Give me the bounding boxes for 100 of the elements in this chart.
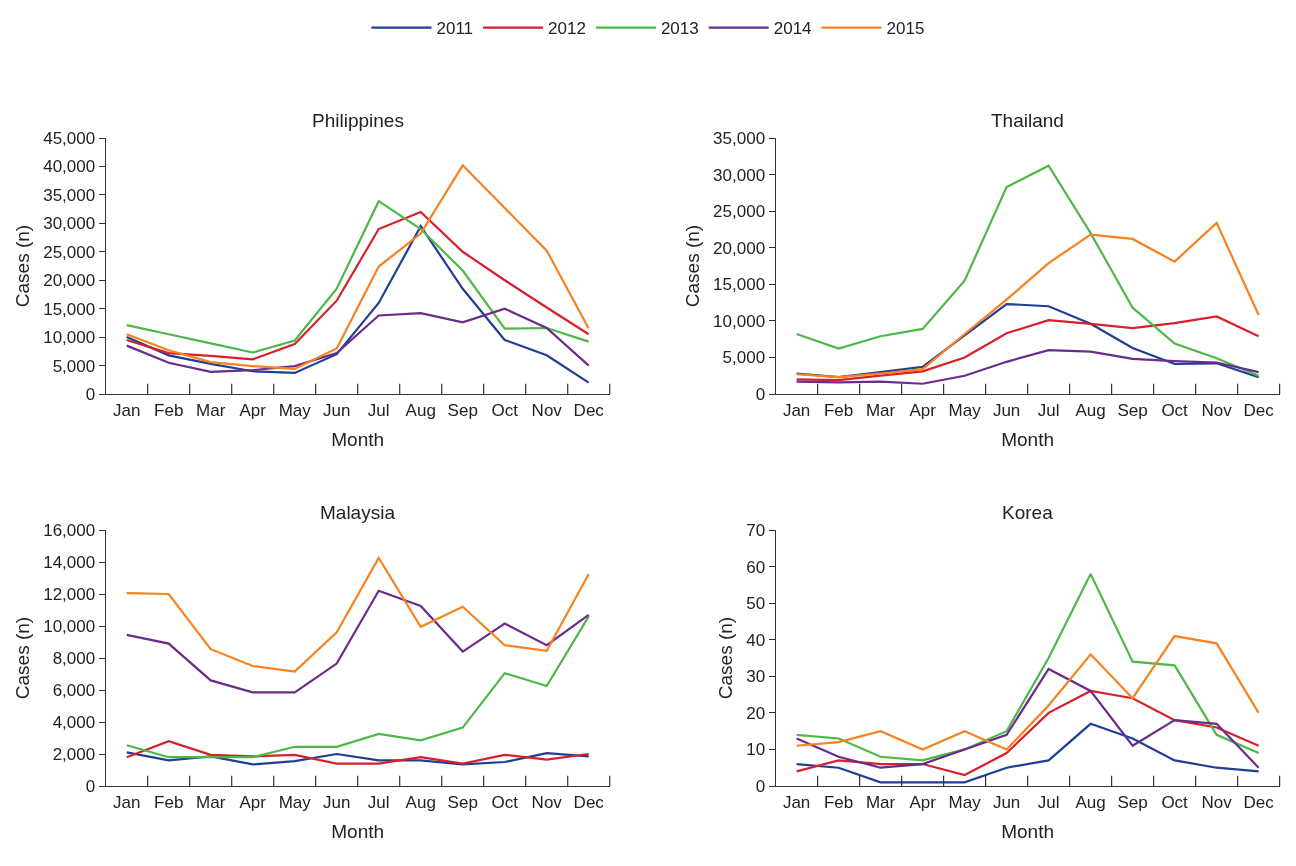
x-tick-label: Feb — [154, 792, 184, 812]
x-tick-label: Jun — [323, 792, 351, 812]
x-tick-label: Jun — [992, 792, 1021, 812]
x-tick-label: Sep — [447, 400, 478, 420]
x-tick-label: Mar — [865, 792, 896, 812]
y-tick-label: 14,000 — [43, 552, 96, 572]
y-tick-label: 8,000 — [52, 648, 96, 668]
x-tick-label: Jan — [112, 400, 141, 420]
y-tick-label: 60 — [746, 557, 766, 577]
y-tick-label: 20,000 — [713, 238, 766, 258]
x-axis-title: Month — [331, 821, 385, 843]
x-tick-label: Jan — [112, 792, 141, 812]
line-series — [795, 667, 1260, 769]
x-tick-label: Apr — [239, 400, 267, 420]
x-tick-label: Jun — [323, 400, 351, 420]
x-tick-label: Oct — [1161, 400, 1189, 420]
x-tick-label: Sep — [447, 792, 478, 812]
y-tick-label: 30 — [746, 667, 766, 687]
y-tick-label: 10 — [746, 740, 766, 760]
y-tick-label: 35,000 — [43, 185, 96, 205]
x-axis-title: Month — [1001, 429, 1055, 451]
x-tick-label: Dec — [1243, 792, 1275, 812]
y-tick-label: 25,000 — [713, 202, 766, 222]
x-tick-label: Jan — [782, 400, 811, 420]
y-tick-label: 2,000 — [52, 744, 96, 764]
x-tick-label: Jul — [367, 792, 390, 812]
y-tick-label: 50 — [746, 594, 766, 614]
x-tick-label: Feb — [154, 400, 184, 420]
x-tick-label: Sep — [1117, 792, 1148, 812]
x-axis-title: Month — [331, 429, 385, 451]
legend-label: 2013 — [660, 19, 699, 39]
line-series — [795, 221, 1260, 379]
y-tick-label: 45,000 — [43, 128, 96, 148]
y-tick-label: 5,000 — [52, 356, 96, 376]
x-tick-label: May — [948, 792, 982, 812]
y-tick-label: 15,000 — [43, 299, 96, 319]
line-series — [125, 589, 590, 694]
y-tick-label: 25,000 — [43, 242, 96, 262]
x-tick-label: Mar — [196, 792, 226, 812]
line-series — [795, 302, 1260, 379]
line-series — [125, 556, 590, 673]
line-series — [125, 740, 590, 765]
line-series — [795, 572, 1260, 762]
line-series — [125, 751, 590, 766]
line-series — [795, 349, 1260, 385]
chart-title: Thailand — [991, 110, 1064, 131]
x-tick-label: Oct — [491, 792, 519, 812]
line-series — [125, 164, 590, 371]
x-tick-label: Jun — [992, 400, 1021, 420]
y-axis-title: Cases (n) — [12, 616, 34, 700]
y-tick-label: 15,000 — [713, 275, 766, 295]
y-tick-label: 40,000 — [43, 157, 96, 177]
y-tick-label: 20 — [746, 703, 766, 723]
x-tick-label: Jul — [1037, 400, 1060, 420]
x-tick-label: Dec — [573, 400, 605, 420]
legend-label: 2015 — [886, 19, 925, 39]
x-tick-label: Apr — [239, 792, 267, 812]
line-series — [795, 689, 1260, 777]
x-tick-label: May — [278, 792, 312, 812]
y-tick-label: 0 — [755, 384, 766, 404]
x-tick-label: Nov — [531, 792, 563, 812]
y-tick-label: 12,000 — [43, 584, 96, 604]
x-tick-label: Jul — [367, 400, 390, 420]
y-tick-label: 30,000 — [713, 165, 766, 185]
x-tick-label: Feb — [823, 400, 854, 420]
line-series — [125, 615, 590, 759]
x-tick-label: Dec — [573, 792, 605, 812]
y-tick-label: 16,000 — [43, 520, 96, 540]
x-tick-label: Aug — [405, 792, 436, 812]
x-tick-label: Feb — [823, 792, 854, 812]
y-tick-label: 0 — [85, 776, 96, 796]
x-tick-label: Nov — [531, 400, 563, 420]
x-tick-label: Mar — [865, 400, 896, 420]
x-tick-label: Oct — [491, 400, 519, 420]
x-tick-label: Jul — [1037, 792, 1060, 812]
x-tick-label: Dec — [1243, 400, 1275, 420]
y-tick-label: 10,000 — [43, 328, 96, 348]
legend-label: 2012 — [548, 19, 586, 39]
line-series — [795, 315, 1260, 382]
y-tick-label: 0 — [85, 384, 96, 404]
legend-label: 2014 — [773, 19, 812, 39]
x-tick-label: Nov — [1201, 792, 1233, 812]
y-axis-title: Cases (n) — [715, 616, 737, 700]
line-series — [125, 307, 590, 373]
line-series — [795, 164, 1260, 377]
x-tick-label: Oct — [1161, 792, 1189, 812]
x-axis-title: Month — [1001, 821, 1055, 843]
line-series — [125, 225, 590, 384]
x-tick-label: Sep — [1117, 400, 1148, 420]
y-tick-label: 4,000 — [52, 712, 96, 732]
y-tick-label: 10,000 — [43, 616, 96, 636]
x-tick-label: May — [278, 400, 312, 420]
y-tick-label: 6,000 — [52, 680, 96, 700]
line-series — [795, 722, 1260, 784]
x-tick-label: Aug — [1075, 400, 1106, 420]
x-tick-label: Jan — [782, 792, 811, 812]
y-tick-label: 10,000 — [713, 311, 766, 331]
y-axis-title: Cases (n) — [681, 224, 703, 308]
x-tick-label: Apr — [909, 400, 937, 420]
x-tick-label: Mar — [196, 400, 226, 420]
